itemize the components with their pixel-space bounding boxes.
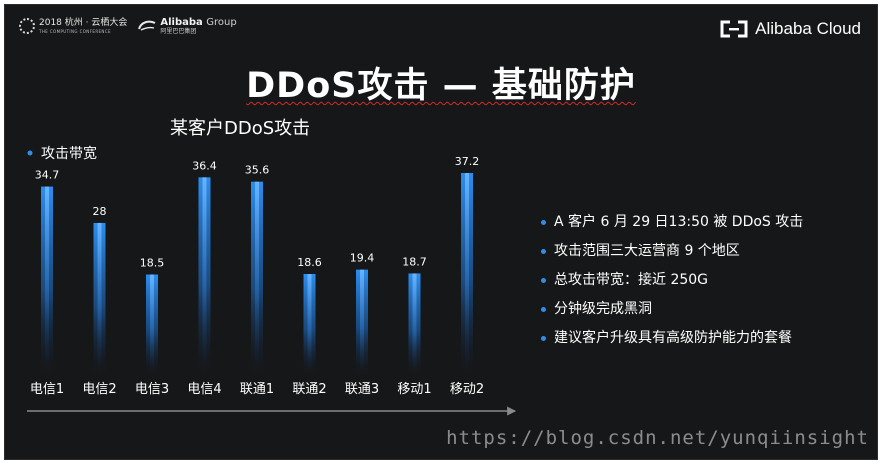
value-label: 35.6 [245, 164, 270, 177]
category-label: 电信2 [82, 382, 116, 397]
category-label: 移动2 [450, 382, 484, 397]
category-label: 联通2 [292, 382, 326, 397]
value-label: 34.7 [35, 169, 60, 182]
value-label: 37.2 [455, 155, 480, 168]
summary-bullet: 分钟级完成黑洞 [541, 295, 803, 324]
bar-highlight-联通2 [307, 274, 312, 375]
chart-title: 某客户DDoS攻击 [170, 118, 310, 139]
alibaba-cloud-logo-icon [720, 20, 748, 38]
bar-highlight-移动2 [465, 173, 469, 375]
alibaba-name: Alibaba [160, 17, 203, 28]
bar-highlight-电信2 [97, 222, 102, 375]
conference-name: 2018 杭州 · 云栖大会 [39, 17, 128, 28]
alibaba-cloud-name: Alibaba Cloud [755, 19, 861, 38]
watermark: https://blog.csdn.net/yunqiinsight [446, 427, 869, 449]
alibaba-cloud-logo: Alibaba Cloud [719, 19, 861, 39]
value-label: 18.7 [402, 255, 427, 268]
bar-highlight-电信4 [202, 177, 207, 375]
category-label: 联通3 [345, 382, 379, 397]
summary-bullet: 攻击范围三大运营商 9 个地区 [541, 237, 803, 266]
category-label: 电信3 [135, 382, 169, 397]
conference-logo: 2018 杭州 · 云栖大会 THE COMPUTING CONFERENCE [19, 18, 127, 35]
value-label: 18.6 [297, 256, 322, 269]
attack-bandwidth-chart: 某客户DDoS攻击 攻击带宽 34.7 电信1 28 电信2 18.5 电信3 36.4 电信… [27, 118, 517, 416]
bar-highlight-移动1 [412, 273, 417, 375]
slide: 2018 杭州 · 云栖大会 THE COMPUTING CONFERENCE … [4, 4, 878, 460]
value-label: 18.5 [140, 257, 165, 270]
bar-highlight-联通1 [255, 181, 259, 375]
bar-highlight-联通3 [360, 269, 364, 375]
category-label: 电信1 [30, 382, 64, 397]
alibaba-group-logo-icon [138, 20, 156, 31]
summary-bullet: A 客户 6 月 29 日13:50 被 DDoS 攻击 [541, 208, 803, 237]
summary-bullet: 总攻击带宽：接近 250G [541, 266, 803, 295]
value-label: 36.4 [192, 159, 217, 172]
summary-bullet: 建议客户升级具有高级防护能力的套餐 [541, 324, 803, 353]
bar-highlight-电信3 [150, 274, 154, 375]
value-label: 19.4 [350, 252, 375, 265]
conference-logo-icon [19, 18, 35, 34]
alibaba-group-logo: Alibaba Group 阿里巴巴集团 [137, 17, 237, 35]
alibaba-group-suffix: Group [206, 17, 237, 28]
category-label: 电信4 [187, 382, 221, 397]
category-label: 联通1 [240, 382, 274, 397]
bar-highlight-电信1 [45, 186, 49, 375]
slide-title: DDoS攻击 — 基础防护 [5, 57, 877, 108]
category-label: 移动1 [397, 382, 431, 397]
summary-bullets: A 客户 6 月 29 日13:50 被 DDoS 攻击 攻击范围三大运营商 9… [541, 208, 803, 353]
value-label: 28 [93, 205, 107, 218]
legend-label: 攻击带宽 [41, 145, 97, 162]
conference-subtitle: THE COMPUTING CONFERENCE [39, 28, 111, 34]
header-logos: 2018 杭州 · 云栖大会 THE COMPUTING CONFERENCE … [19, 17, 237, 35]
legend-marker [27, 150, 33, 156]
slide-title-text: DDoS攻击 — 基础防护 [246, 66, 636, 106]
alibaba-group-cn: 阿里巴巴集团 [160, 28, 197, 35]
